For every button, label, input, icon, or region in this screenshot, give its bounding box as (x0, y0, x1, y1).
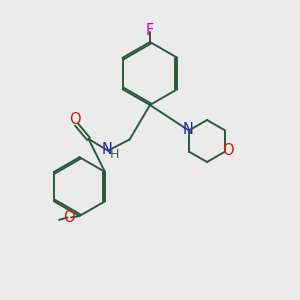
Text: O: O (222, 143, 234, 158)
Text: N: N (101, 142, 112, 157)
Text: O: O (69, 112, 80, 127)
Text: F: F (146, 23, 154, 38)
Text: O: O (63, 210, 74, 225)
Text: H: H (110, 148, 119, 161)
Text: N: N (182, 122, 193, 137)
